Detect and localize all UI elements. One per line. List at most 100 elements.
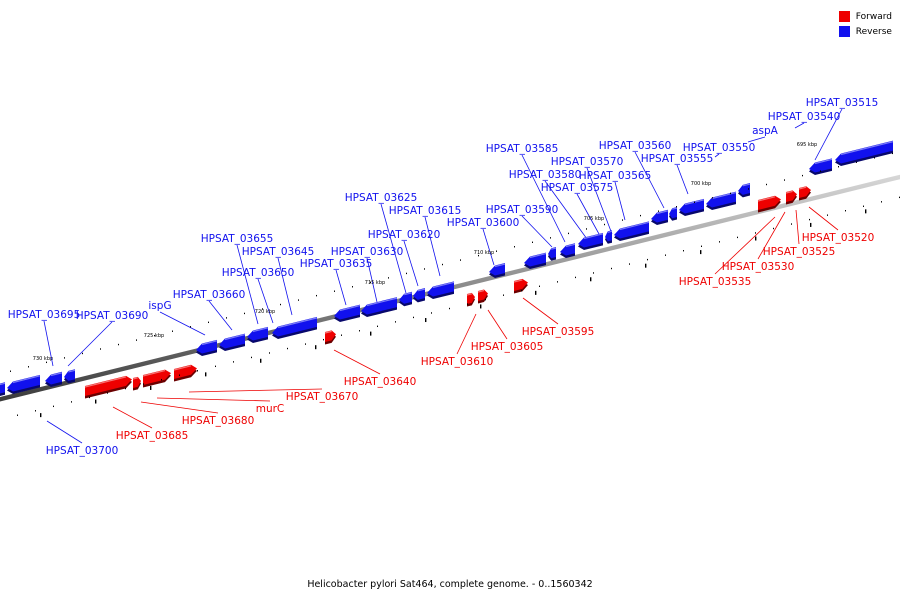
scale-dot	[280, 303, 281, 306]
forward-gene-4[interactable]	[477, 289, 488, 304]
scale-dot	[287, 347, 288, 350]
scale-dot	[730, 192, 731, 195]
reverse-gene-24[interactable]	[45, 371, 63, 388]
scale-dot	[784, 179, 785, 181]
reverse-gene-17[interactable]	[361, 297, 398, 318]
scale-dot	[406, 272, 407, 275]
reverse-gene-14[interactable]	[427, 281, 455, 300]
scale-major-tick	[535, 290, 537, 295]
scale-dot	[539, 285, 540, 287]
reverse-gene-20[interactable]	[247, 326, 269, 344]
forward-gene-label: HPSAT_03680	[182, 415, 255, 427]
reverse-gene-10[interactable]	[560, 243, 576, 259]
reverse-gene-label: HPSAT_03630	[331, 246, 404, 258]
scale-dot	[154, 334, 155, 337]
scale-dot	[395, 321, 396, 323]
reverse-gene-0[interactable]	[809, 158, 833, 176]
reverse-gene-label: HPSAT_03690	[76, 310, 149, 322]
forward-connector	[112, 406, 153, 429]
scale-dot	[269, 352, 270, 354]
forward-gene-9[interactable]	[132, 376, 141, 391]
scale-major-tick	[40, 413, 42, 418]
reverse-connector	[236, 244, 259, 325]
reverse-gene-25[interactable]	[7, 374, 41, 395]
scale-major-tick	[260, 358, 262, 363]
reverse-gene-label: ispG	[148, 300, 171, 312]
scale-dot	[341, 334, 342, 336]
reverse-gene-22[interactable]	[196, 339, 218, 357]
legend-item-reverse: Reverse	[838, 24, 892, 39]
legend: Forward Reverse	[838, 9, 892, 39]
scale-tick-label: 715 kbp	[365, 280, 385, 286]
scale-dot	[874, 157, 875, 159]
forward-gene-5[interactable]	[466, 292, 475, 307]
reverse-gene-21[interactable]	[219, 333, 246, 352]
scale-dot	[125, 387, 126, 390]
reverse-gene-4[interactable]	[679, 198, 705, 217]
scale-dot	[143, 383, 144, 385]
scale-dot	[442, 263, 443, 266]
legend-label-forward: Forward	[855, 11, 892, 22]
reverse-gene-18[interactable]	[334, 304, 361, 323]
scale-dot	[172, 330, 173, 332]
reverse-gene-11[interactable]	[548, 247, 557, 261]
scale-major-tick	[425, 318, 427, 323]
forward-gene-6[interactable]	[324, 330, 336, 345]
reverse-gene-13[interactable]	[489, 263, 506, 279]
reverse-gene-label: HPSAT_03620	[368, 229, 441, 241]
reverse-connector	[67, 321, 113, 367]
forward-gene-8[interactable]	[142, 369, 171, 388]
reverse-gene-12[interactable]	[524, 252, 547, 270]
scale-dot	[478, 254, 479, 257]
reverse-gene-label: HPSAT_03540	[768, 111, 841, 123]
forward-swatch	[838, 11, 850, 22]
forward-connector	[456, 313, 477, 355]
reverse-gene-label: HPSAT_03695	[8, 309, 81, 321]
scale-dot	[100, 348, 101, 350]
reverse-connector	[794, 122, 805, 129]
scale-dot	[388, 277, 389, 279]
scale-dot	[262, 308, 263, 310]
reverse-gene-8[interactable]	[605, 230, 613, 244]
reverse-gene-19[interactable]	[272, 316, 318, 340]
scale-dot	[251, 356, 252, 359]
scale-dot	[107, 392, 108, 394]
reverse-gene-1[interactable]	[835, 140, 894, 167]
scale-dot	[89, 396, 90, 399]
reverse-gene-15[interactable]	[413, 288, 426, 303]
reverse-connector	[403, 240, 419, 287]
scale-dot	[809, 218, 810, 221]
scale-major-tick	[700, 250, 702, 255]
reverse-gene-6[interactable]	[651, 209, 669, 226]
scale-dot	[640, 214, 641, 217]
scale-dot	[226, 317, 227, 319]
forward-gene-label: murC	[256, 403, 285, 415]
scale-dot	[233, 361, 234, 363]
scale-dot	[719, 241, 720, 243]
reverse-gene-26[interactable]	[0, 382, 6, 397]
scale-dot	[197, 370, 198, 372]
scale-dot	[622, 219, 623, 221]
scale-dot	[827, 214, 828, 216]
forward-gene-1[interactable]	[785, 190, 797, 205]
reverse-gene-16[interactable]	[399, 291, 413, 307]
forward-gene-2[interactable]	[757, 195, 781, 213]
scale-dot	[550, 237, 551, 239]
reverse-gene-label: HPSAT_03585	[486, 143, 559, 155]
reverse-gene-5[interactable]	[669, 207, 678, 221]
scale-dot	[856, 161, 857, 163]
reverse-gene-3[interactable]	[706, 191, 737, 211]
scale-dot	[28, 366, 29, 368]
reverse-gene-2[interactable]	[738, 183, 751, 198]
reverse-gene-9[interactable]	[578, 232, 604, 251]
forward-connector	[140, 401, 219, 414]
forward-gene-0[interactable]	[798, 186, 811, 201]
scale-major-tick	[645, 263, 647, 268]
forward-gene-10[interactable]	[84, 375, 132, 399]
forward-gene-3[interactable]	[513, 278, 528, 294]
reverse-gene-23[interactable]	[64, 369, 76, 384]
reverse-connector	[814, 108, 843, 161]
forward-gene-7[interactable]	[173, 364, 197, 382]
reverse-gene-7[interactable]	[614, 221, 650, 242]
reverse-swatch	[838, 26, 850, 37]
